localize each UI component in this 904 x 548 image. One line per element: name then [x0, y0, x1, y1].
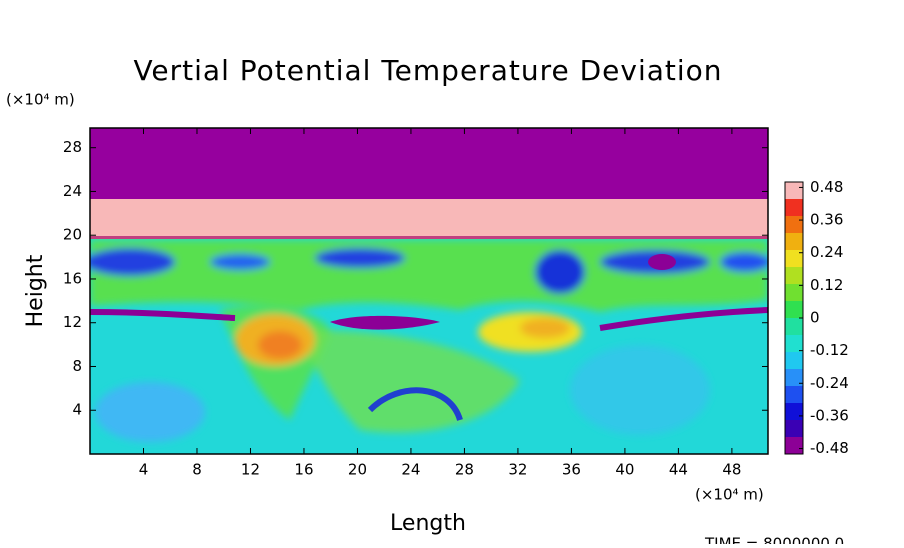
swirl [367, 387, 463, 422]
colorbar-tick-label: -0.12 [810, 341, 849, 359]
x-tick-label: 24 [401, 461, 420, 479]
colorbar-segment [785, 369, 803, 386]
colorbar-segment [785, 352, 803, 369]
y-tick-label: 24 [63, 182, 82, 200]
streak [599, 307, 768, 331]
x-tick-label: 32 [508, 461, 527, 479]
colorbar-segment [785, 267, 803, 284]
colorbar-segment [785, 403, 803, 420]
chart-title: Vertial Potential Temperature Deviation [133, 54, 722, 87]
colorbar-segment [785, 335, 803, 352]
y-tick-label: 20 [63, 226, 82, 244]
colorbar-tick-label: 0.12 [810, 276, 843, 294]
colorbar-segment [785, 301, 803, 318]
colorbar-segment [785, 318, 803, 335]
streak [90, 309, 236, 321]
colorbar-segment [785, 182, 803, 199]
colorbar-tick-label: 0.24 [810, 243, 843, 261]
colorbar-tick-label: -0.48 [810, 439, 849, 457]
x-tick-label: 16 [294, 461, 313, 479]
y-unit: (×10⁴ m) [6, 91, 75, 109]
colorbar-segment [785, 216, 803, 233]
colorbar-segment [785, 250, 803, 267]
field [90, 128, 768, 454]
colorbar-segment [785, 437, 803, 454]
upper-layer [90, 128, 768, 199]
x-tick-label: 48 [722, 461, 741, 479]
time-annotation: TIME = 8000000.0 [704, 535, 844, 545]
y-tick-label: 16 [63, 269, 82, 287]
colorbar-tick-label: 0.48 [810, 178, 843, 196]
streak [330, 315, 440, 330]
x-unit: (×10⁴ m) [695, 486, 764, 504]
x-tick-label: 40 [615, 461, 634, 479]
colorbar-segment [785, 199, 803, 216]
pink-layer [90, 199, 768, 238]
boundary [90, 236, 768, 239]
x-tick-label: 12 [241, 461, 260, 479]
x-tick-label: 20 [348, 461, 367, 479]
plot-frame [89, 127, 769, 455]
colorbar-tick-label: -0.24 [810, 374, 849, 392]
x-axis-label: Length [390, 511, 466, 536]
y-tick-label: 8 [72, 357, 82, 375]
y-tick-label: 28 [63, 138, 82, 156]
blob [648, 254, 676, 270]
colorbar-segment [785, 233, 803, 250]
colorbar-tick-label: 0 [810, 309, 820, 327]
x-tick-label: 36 [562, 461, 581, 479]
x-tick-label: 28 [455, 461, 474, 479]
colorbar-segment [785, 284, 803, 301]
colorbar-segment [785, 420, 803, 437]
colorbar-tick-label: -0.36 [810, 406, 849, 424]
colorbar-tick-label: 0.36 [810, 211, 843, 229]
y-tick-label: 12 [63, 313, 82, 331]
x-tick-label: 44 [669, 461, 688, 479]
colorbar-segment [785, 386, 803, 403]
field-features [90, 240, 768, 442]
x-tick-label: 4 [139, 461, 149, 479]
x-tick-label: 8 [192, 461, 202, 479]
y-tick-label: 4 [72, 401, 82, 419]
y-axis-label: Height [23, 254, 48, 327]
